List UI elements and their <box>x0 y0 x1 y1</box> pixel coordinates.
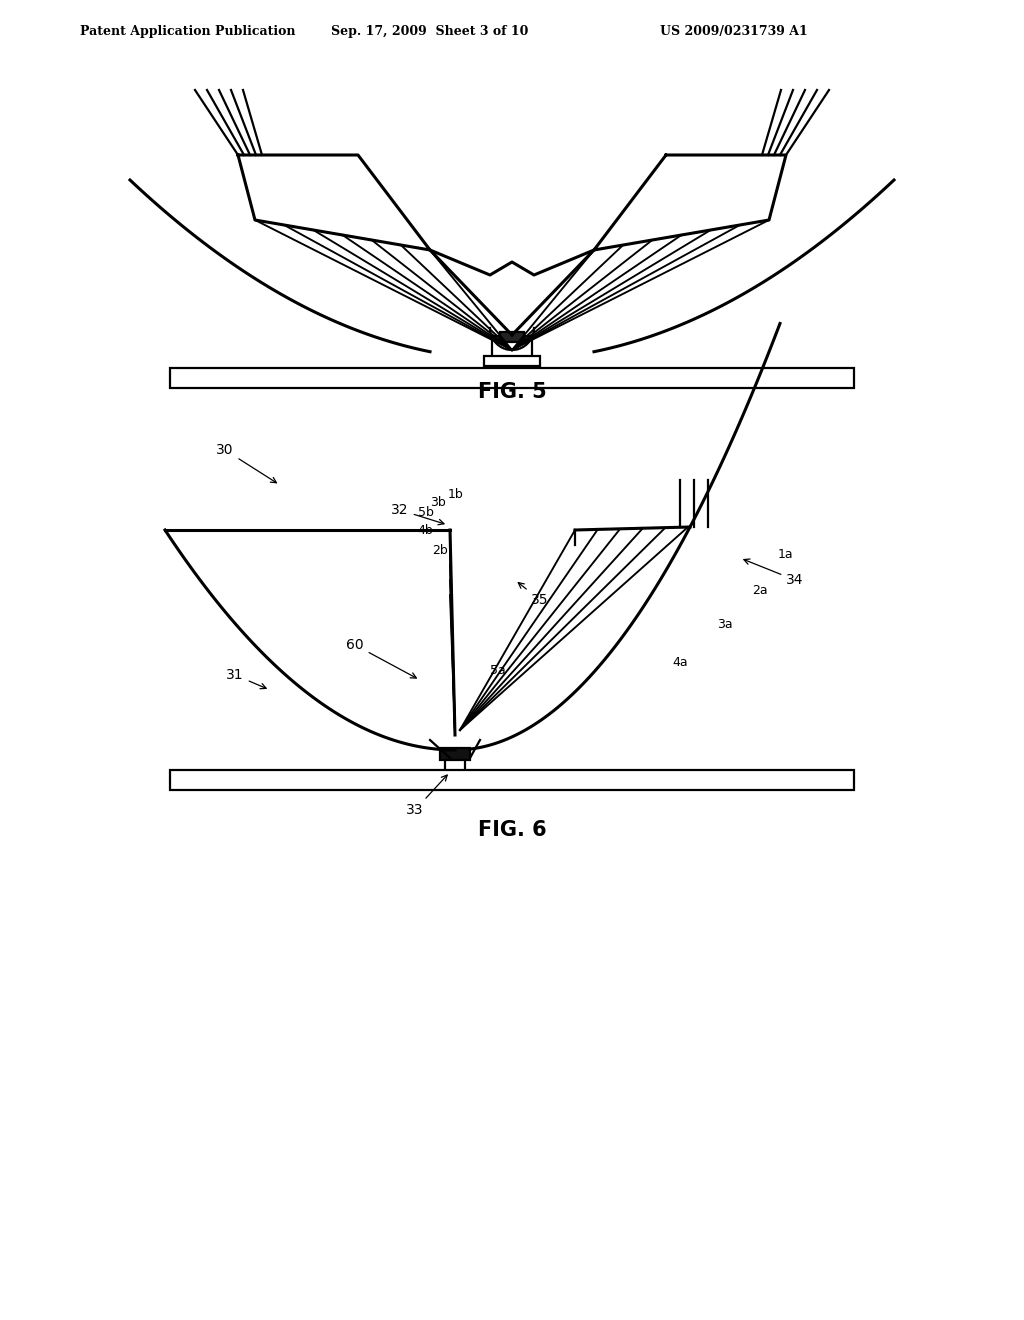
Text: FIG. 5: FIG. 5 <box>477 381 547 403</box>
Bar <box>492 337 532 358</box>
Bar <box>170 368 854 388</box>
Text: 3b: 3b <box>430 495 445 508</box>
Text: 34: 34 <box>743 560 804 587</box>
Text: US 2009/0231739 A1: US 2009/0231739 A1 <box>660 25 808 38</box>
Text: 5b: 5b <box>418 506 434 519</box>
Text: 35: 35 <box>518 582 549 607</box>
Bar <box>440 748 470 760</box>
Text: 4b: 4b <box>417 524 433 536</box>
Text: Sep. 17, 2009  Sheet 3 of 10: Sep. 17, 2009 Sheet 3 of 10 <box>332 25 528 38</box>
Text: 32: 32 <box>391 503 444 525</box>
Text: 3a: 3a <box>717 619 732 631</box>
Text: 31: 31 <box>226 668 266 689</box>
Bar <box>484 356 540 366</box>
Text: 4a: 4a <box>672 656 688 669</box>
Text: 33: 33 <box>407 775 447 817</box>
Text: 1a: 1a <box>778 549 794 561</box>
Bar <box>445 760 465 772</box>
Text: Patent Application Publication: Patent Application Publication <box>80 25 296 38</box>
Text: 1b: 1b <box>449 488 464 502</box>
Text: 2b: 2b <box>432 544 447 557</box>
Text: FIG. 6: FIG. 6 <box>477 820 547 840</box>
Bar <box>170 770 854 789</box>
Text: 60: 60 <box>346 638 417 678</box>
Text: 2a: 2a <box>752 583 768 597</box>
Bar <box>500 333 524 342</box>
Text: 5a: 5a <box>490 664 506 676</box>
Text: 30: 30 <box>216 444 276 483</box>
